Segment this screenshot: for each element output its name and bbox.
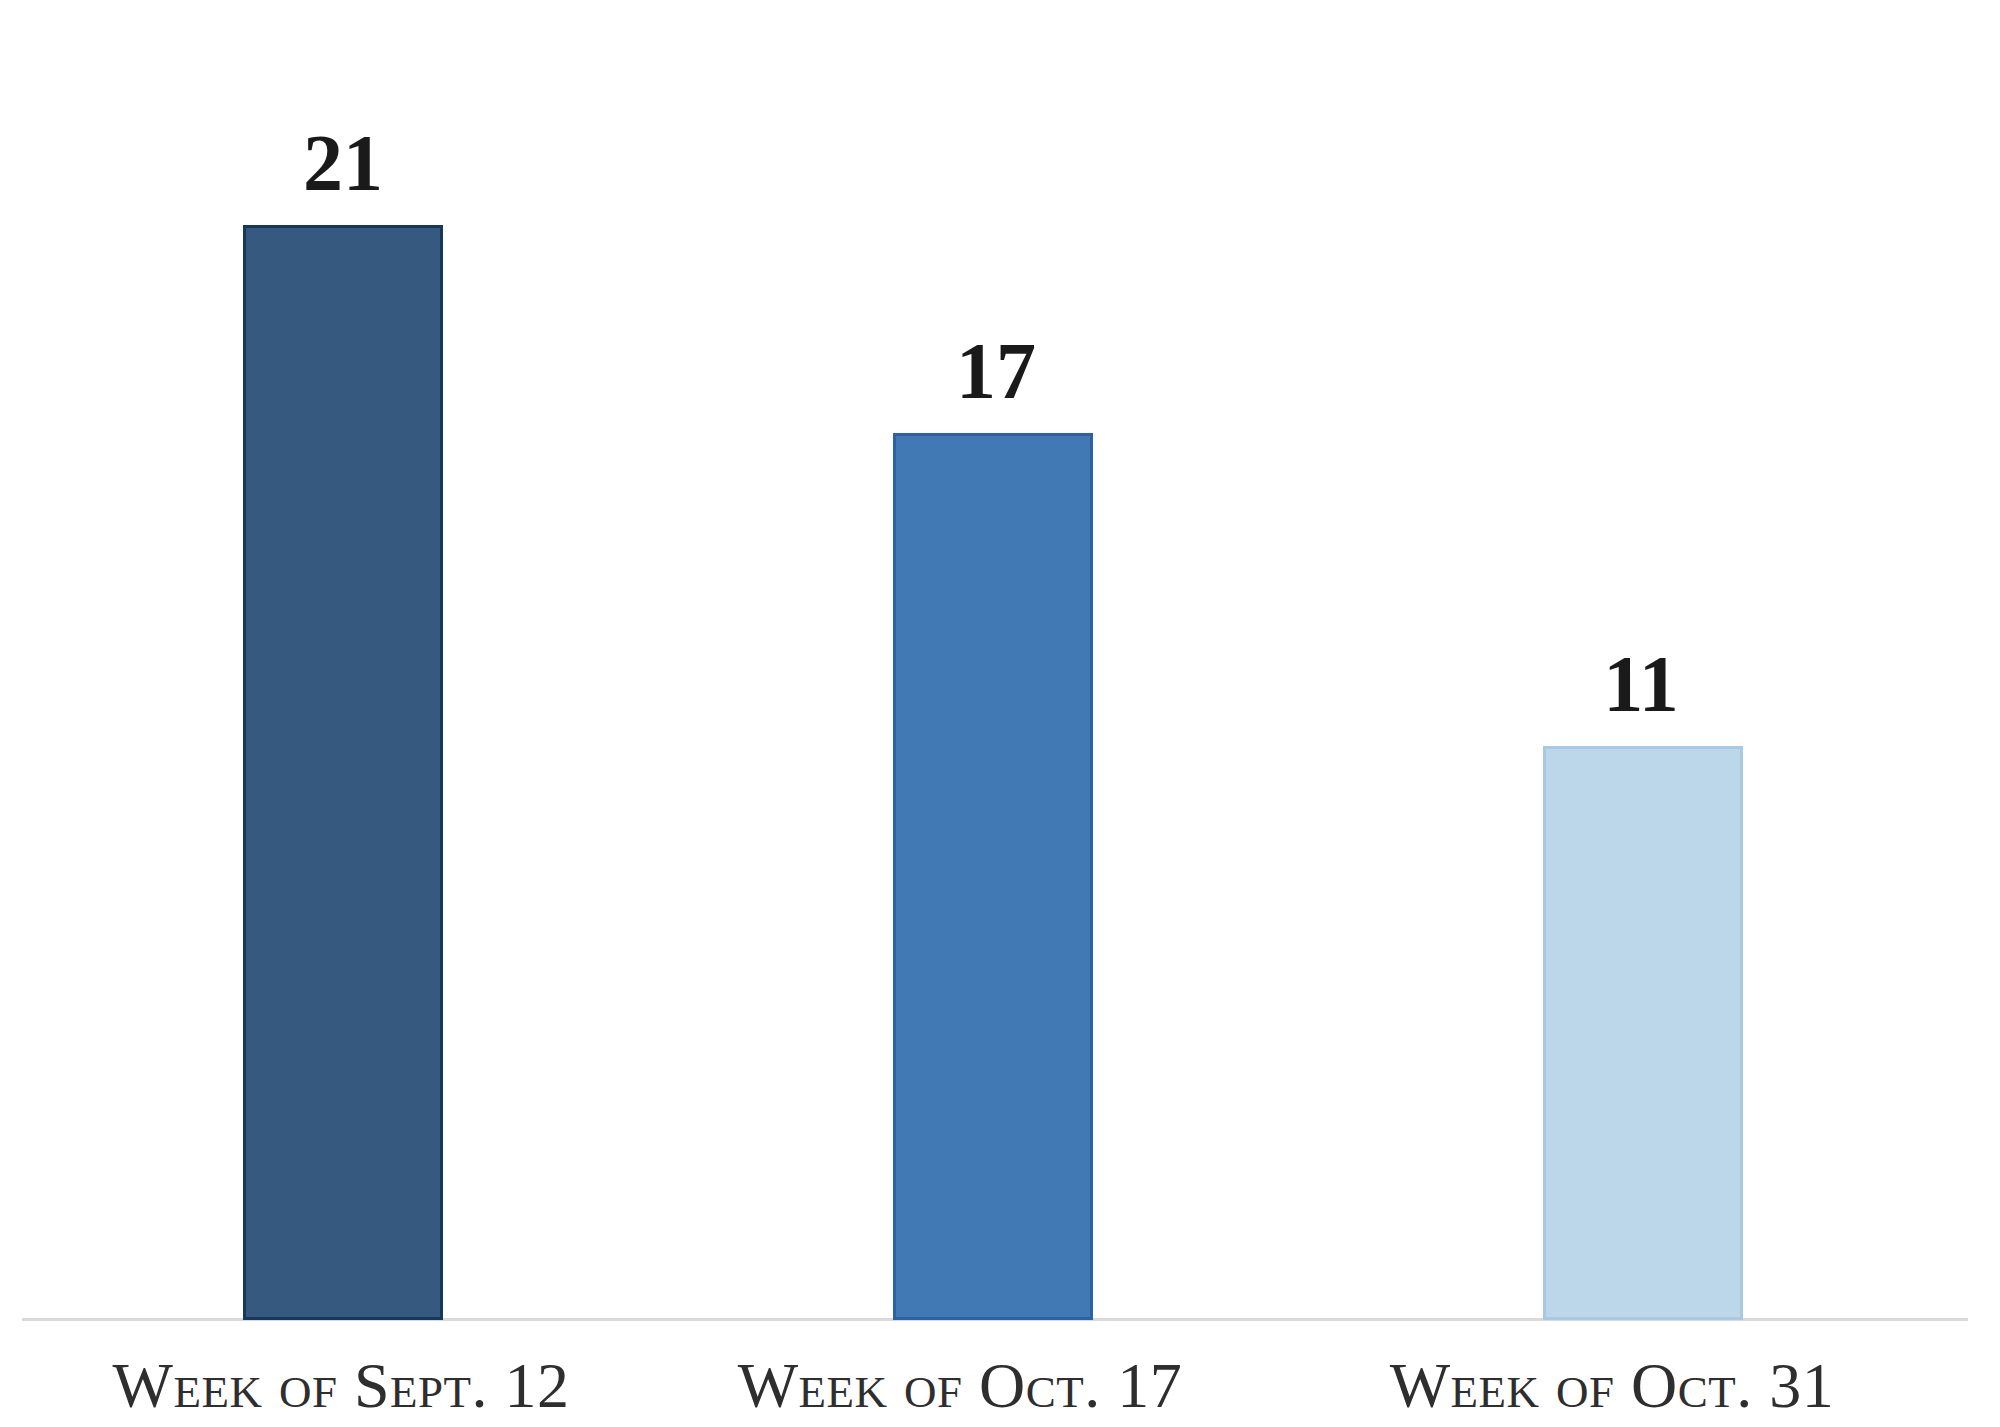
bar-week-of-oct-17 [893, 433, 1093, 1320]
category-label-week-of-oct-17: Week of Oct. 17 [738, 1354, 1183, 1418]
bar-week-of-sept-12 [243, 225, 443, 1320]
bar-value-label-oct-17: 17 [956, 331, 1036, 411]
bar-chart: 21 17 11 Week of Sept. 12 Week of Oct. 1… [0, 0, 2000, 1427]
bar-value-label-sept-12: 21 [303, 123, 383, 203]
bar-value-label-oct-31: 11 [1603, 644, 1679, 724]
category-label-week-of-sept-12: Week of Sept. 12 [113, 1354, 570, 1418]
category-label-week-of-oct-31: Week of Oct. 31 [1390, 1354, 1835, 1418]
bar-week-of-oct-31 [1543, 746, 1743, 1320]
